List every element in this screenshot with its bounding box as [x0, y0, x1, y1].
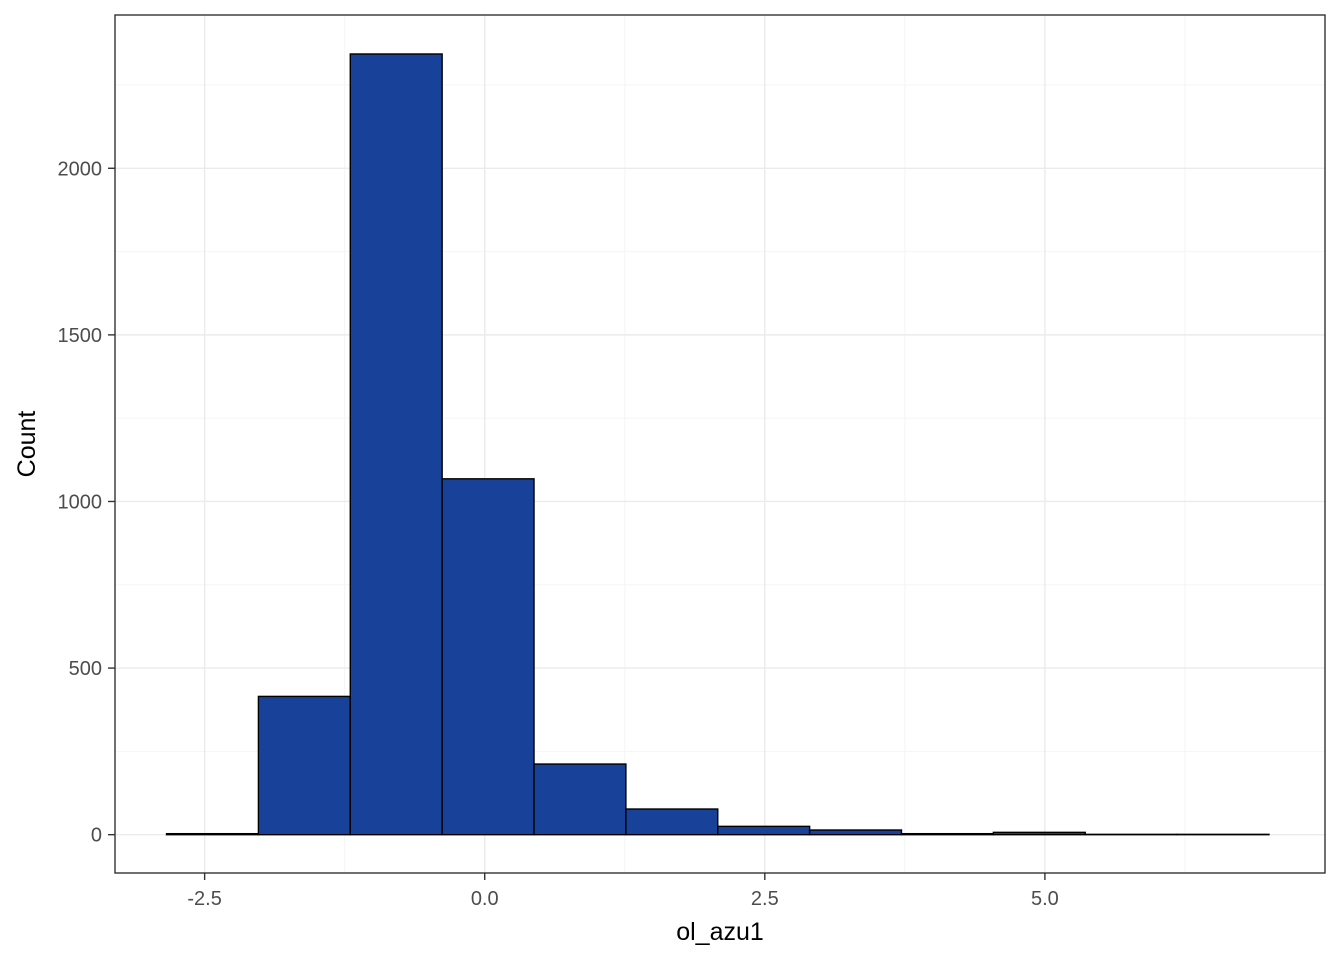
- x-tick-label: 2.5: [751, 888, 779, 910]
- y-axis-ticks: 0 500 1000 1500 2000: [58, 158, 116, 846]
- histogram-bar: [810, 830, 902, 835]
- histogram-bar: [534, 764, 626, 835]
- histogram-bar: [350, 54, 442, 835]
- histogram-bar: [442, 479, 534, 835]
- histogram-bar: [993, 832, 1085, 834]
- histogram-bar: [718, 826, 810, 834]
- y-tick-label: 1000: [58, 491, 103, 513]
- y-tick-label: 500: [69, 658, 102, 680]
- y-tick-label: 0: [91, 825, 102, 847]
- histogram-bar: [258, 696, 350, 834]
- y-tick-label: 1500: [58, 325, 103, 347]
- y-axis-title: Count: [13, 411, 41, 478]
- x-tick-label: -2.5: [187, 888, 221, 910]
- histogram-bar: [167, 834, 259, 835]
- y-tick-label: 2000: [58, 158, 103, 180]
- x-tick-label: 5.0: [1031, 888, 1059, 910]
- histogram-bar: [626, 809, 718, 835]
- histogram-bar: [902, 834, 994, 835]
- x-tick-label: 0.0: [471, 888, 499, 910]
- x-axis-title: ol_azu1: [676, 918, 764, 946]
- x-axis-ticks: -2.5 0.0 2.5 5.0: [187, 873, 1058, 910]
